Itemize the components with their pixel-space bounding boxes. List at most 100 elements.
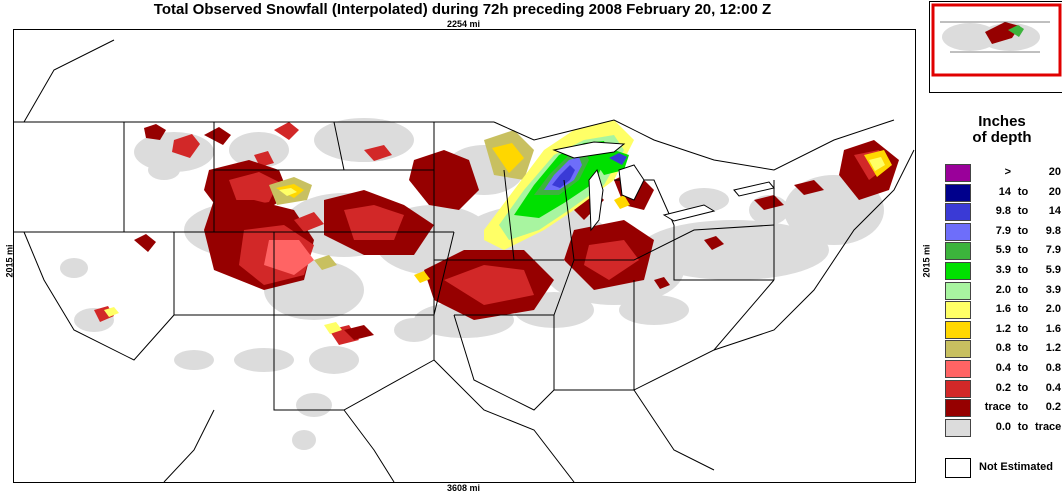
legend-title-line2: of depth <box>972 129 1032 146</box>
legend-value: 1.6 <box>1045 322 1061 335</box>
legend-to: to <box>1017 244 1029 257</box>
legend-row: 9.8 to 14 <box>945 203 1062 222</box>
map-canvas <box>14 39 915 482</box>
legend-from: trace <box>984 401 1011 414</box>
legend-swatch <box>945 458 971 478</box>
legend-swatch <box>945 301 971 320</box>
legend-from: 0.4 <box>995 362 1011 374</box>
legend-label: 7.9 to 9.8 <box>975 225 1061 237</box>
legend-from: 9.8 <box>995 205 1011 218</box>
legend-value: 3.9 <box>1045 283 1061 296</box>
legend-row: 14 to 20 <box>945 183 1062 203</box>
legend-value: 5.9 <box>1045 264 1061 276</box>
legend-swatch <box>945 360 971 378</box>
legend-row: 7.9 to 9.8 <box>945 222 1062 242</box>
snowfall-map[interactable] <box>13 29 916 483</box>
legend-swatch <box>945 242 971 261</box>
legend-label: 0.2 to 0.4 <box>975 382 1061 394</box>
legend-swatch <box>945 222 971 241</box>
legend-label: 3.9 to 5.9 <box>975 264 1061 276</box>
great-lakes <box>552 141 775 232</box>
legend-to: to <box>1017 342 1029 355</box>
legend-row: >20 <box>945 164 1062 183</box>
legend-value: 1.2 <box>1045 342 1061 355</box>
legend-label: 0.0 to trace <box>975 420 1062 433</box>
legend-value: 14 <box>1048 205 1061 218</box>
legend-row: 1.6 to 2.0 <box>945 301 1062 320</box>
legend-label: Not Estimated <box>979 461 1053 473</box>
legend-value: trace <box>1035 420 1062 433</box>
legend-to: to <box>1017 205 1029 218</box>
legend-from: 7.9 <box>995 224 1011 237</box>
legend-label: 9.8 to 14 <box>975 205 1061 217</box>
legend-swatch <box>945 281 971 300</box>
legend-row: 2.0 to 3.9 <box>945 281 1062 301</box>
legend-to: to <box>1017 303 1029 316</box>
bottom-distance-label: 3608 mi <box>447 483 481 493</box>
legend-swatch <box>945 340 971 359</box>
legend-swatch <box>945 203 971 222</box>
legend-swatch <box>945 399 971 418</box>
legend-from: 0.2 <box>995 381 1011 394</box>
legend-value: 7.9 <box>1045 244 1061 257</box>
legend-row: 0.0 to trace <box>945 418 1062 438</box>
legend-title-line1: Inches <box>978 113 1026 130</box>
legend-title: Inches of depth <box>942 114 1062 146</box>
legend-row: 0.8 to 1.2 <box>945 340 1062 359</box>
boundaries <box>14 39 915 482</box>
legend-from: 1.2 <box>995 322 1011 335</box>
legend-label: 1.6 to 2.0 <box>975 303 1061 315</box>
legend-to: to <box>1017 283 1029 296</box>
legend-label: trace to 0.2 <box>975 401 1061 413</box>
legend-to: to <box>1017 185 1029 198</box>
legend-label: 1.2 to 1.6 <box>975 323 1061 335</box>
legend-swatch <box>945 320 971 339</box>
legend-to: to <box>1017 401 1029 414</box>
legend-swatch <box>945 183 971 202</box>
legend-label: 5.9 to 7.9 <box>975 244 1061 256</box>
legend-to: to <box>1017 362 1029 374</box>
legend-label: >20 <box>975 166 1061 178</box>
legend-from: 14 <box>998 185 1011 198</box>
legend-row: 1.2 to 1.6 <box>945 320 1062 340</box>
legend-value: 20 <box>1048 185 1061 198</box>
legend-to: to <box>1017 264 1029 276</box>
legend-swatch <box>945 164 971 182</box>
legend-row: 0.2 to 0.4 <box>945 379 1062 399</box>
inset-canvas <box>931 3 1062 77</box>
legend-value: 0.4 <box>1045 381 1061 394</box>
legend-to: to <box>1017 322 1029 335</box>
legend-from: 5.9 <box>995 244 1011 257</box>
legend-from: 0.8 <box>995 342 1011 355</box>
legend-to: to <box>1017 420 1029 433</box>
legend-from: > <box>1004 166 1011 178</box>
legend-label: 0.4 to 0.8 <box>975 362 1061 374</box>
legend-label: 14 to 20 <box>975 186 1061 198</box>
legend-from: 0.0 <box>995 420 1011 433</box>
heavy-snow-band <box>484 120 634 250</box>
legend-to: to <box>1017 224 1029 237</box>
legend-from: 3.9 <box>995 264 1011 276</box>
legend-value: 20 <box>1048 166 1061 178</box>
legend-value: 0.2 <box>1045 401 1061 414</box>
legend-label: 0.8 to 1.2 <box>975 342 1061 354</box>
legend-swatch <box>945 262 971 280</box>
legend-row: 3.9 to 5.9 <box>945 262 1062 281</box>
legend-from: 1.6 <box>995 303 1011 316</box>
top-distance-label: 2254 mi <box>447 19 481 29</box>
map-title: Total Observed Snowfall (Interpolated) d… <box>153 1 772 18</box>
legend-to: to <box>1017 381 1029 394</box>
legend-row: 5.9 to 7.9 <box>945 242 1062 261</box>
legend-swatch <box>945 379 971 398</box>
overview-inset-map[interactable] <box>929 1 1062 93</box>
legend-row: trace to 0.2 <box>945 399 1062 418</box>
legend-value: 2.0 <box>1045 303 1061 316</box>
legend-label: 2.0 to 3.9 <box>975 284 1061 296</box>
legend-row: 0.4 to 0.8 <box>945 360 1062 379</box>
legend-value: 0.8 <box>1045 362 1061 374</box>
legend-swatch <box>945 418 971 437</box>
legend-from: 2.0 <box>995 283 1011 296</box>
right-distance-label: 2015 mi <box>921 244 932 278</box>
legend-value: 9.8 <box>1045 224 1061 237</box>
moderate-snow-regions <box>104 130 892 334</box>
